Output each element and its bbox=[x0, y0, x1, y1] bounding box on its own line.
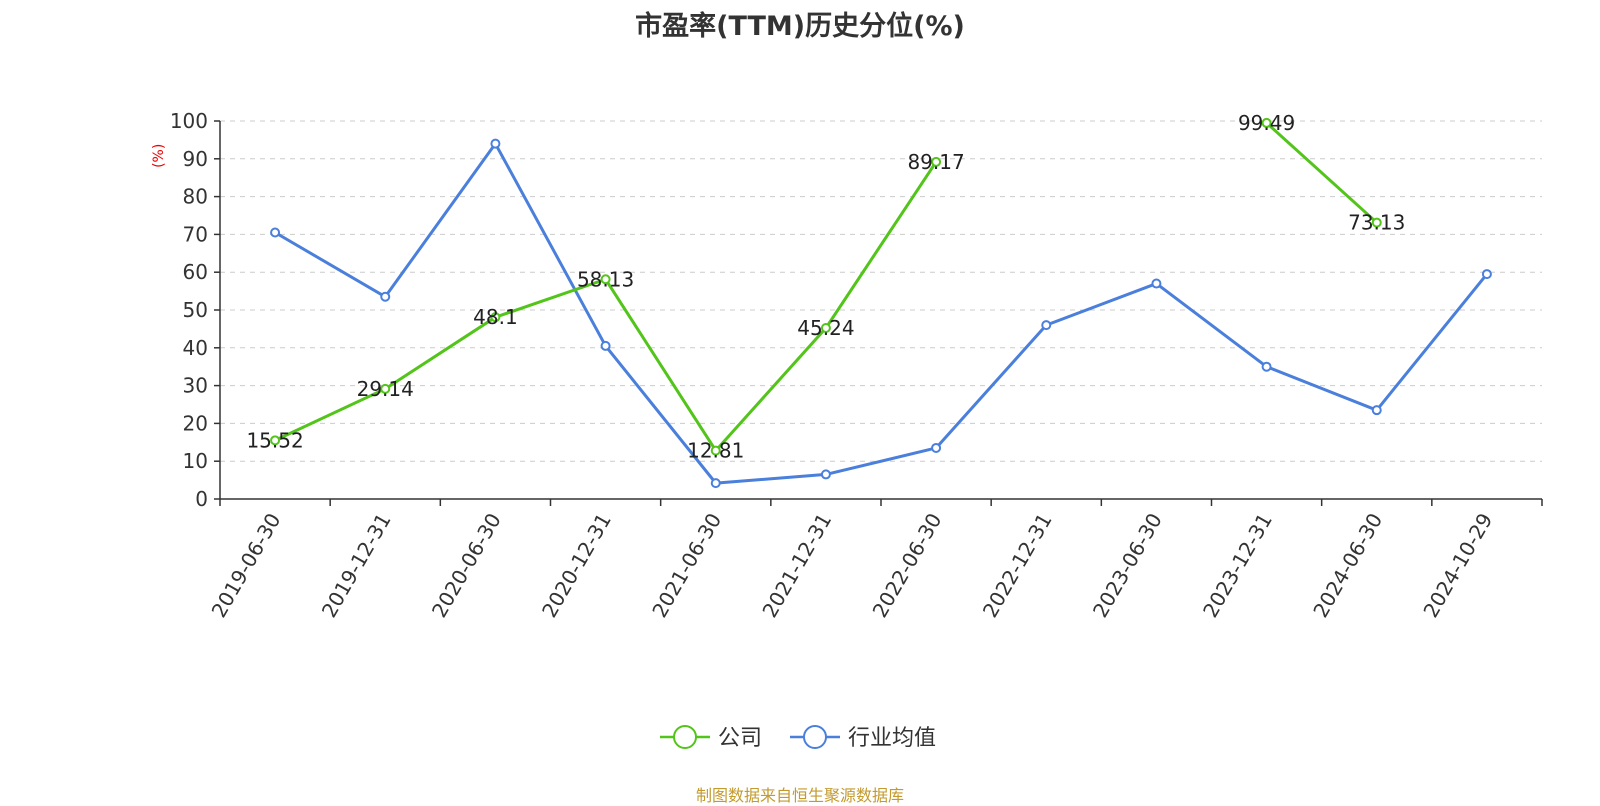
series-line-0 bbox=[274, 161, 938, 453]
data-point[interactable] bbox=[820, 469, 831, 480]
y-tick-label: 40 bbox=[183, 336, 208, 360]
series-layer bbox=[270, 117, 1492, 489]
data-point[interactable] bbox=[600, 274, 611, 285]
grid-layer bbox=[220, 120, 1542, 462]
x-tick-label: 2022-06-30 bbox=[868, 509, 947, 622]
legend-label-0[interactable]: 公司 bbox=[718, 726, 762, 751]
legend-marker-1[interactable] bbox=[803, 725, 827, 749]
data-point[interactable] bbox=[1481, 269, 1492, 280]
data-label: 15.52 bbox=[246, 428, 303, 452]
data-point[interactable] bbox=[270, 227, 281, 238]
data-label: 29.14 bbox=[357, 377, 414, 401]
data-point[interactable] bbox=[1261, 361, 1272, 372]
data-point[interactable] bbox=[1261, 117, 1272, 128]
x-tick-label: 2020-12-31 bbox=[537, 509, 616, 622]
data-point[interactable] bbox=[710, 445, 721, 456]
data-label: 89.17 bbox=[907, 150, 964, 174]
chart-title: 市盈率(TTM)历史分位(%) bbox=[635, 11, 965, 42]
data-point[interactable] bbox=[1151, 278, 1162, 289]
y-tick-label: 80 bbox=[183, 185, 208, 209]
y-axis-unit-label: (%) bbox=[151, 144, 167, 168]
data-point[interactable] bbox=[1371, 405, 1382, 416]
y-tick-label: 100 bbox=[170, 109, 208, 133]
x-tick-label: 2021-12-31 bbox=[757, 509, 836, 622]
data-label: 73.13 bbox=[1348, 211, 1405, 235]
data-point[interactable] bbox=[380, 383, 391, 394]
series-line-0 bbox=[1265, 121, 1378, 224]
data-point[interactable] bbox=[1371, 217, 1382, 228]
data-point[interactable] bbox=[270, 435, 281, 446]
data-point[interactable] bbox=[490, 138, 501, 149]
axis-layer: 0 10 20 30 40 50 60 70 80 90 100(%) 2019-06-30 2019-… bbox=[151, 109, 1543, 622]
x-tick-label: 2023-12-31 bbox=[1198, 509, 1277, 622]
y-tick-label: 0 bbox=[195, 487, 208, 511]
y-tick-label: 30 bbox=[183, 374, 208, 398]
data-point[interactable] bbox=[600, 340, 611, 351]
legend[interactable]: 公司 行业均值 bbox=[660, 725, 936, 751]
x-tick-label: 2024-10-29 bbox=[1418, 509, 1497, 622]
y-tick-label: 70 bbox=[183, 222, 208, 246]
data-label: 12.81 bbox=[687, 439, 744, 463]
y-tick-label: 10 bbox=[183, 449, 208, 473]
y-tick-label: 50 bbox=[183, 298, 208, 322]
x-tick-label: 2021-06-30 bbox=[647, 509, 726, 622]
x-tick-label: 2022-12-31 bbox=[978, 509, 1057, 622]
legend-label-1[interactable]: 行业均值 bbox=[848, 726, 936, 751]
data-point[interactable] bbox=[490, 312, 501, 323]
data-point[interactable] bbox=[710, 478, 721, 489]
data-label: 48.1 bbox=[473, 305, 518, 329]
series-line-1 bbox=[274, 142, 1489, 485]
legend-marker-0[interactable] bbox=[673, 725, 697, 749]
data-label: 58.13 bbox=[577, 267, 634, 291]
data-point[interactable] bbox=[820, 322, 831, 333]
x-tick-label: 2023-06-30 bbox=[1088, 509, 1167, 622]
y-tick-label: 20 bbox=[183, 411, 208, 435]
data-point[interactable] bbox=[931, 442, 942, 453]
x-tick-label: 2019-06-30 bbox=[207, 509, 286, 622]
label-layer: 15.52 29.14 48.1 58.13 12.81 45.24 89.17 99.49 7… bbox=[246, 111, 1405, 463]
source-note: 制图数据来自恒生聚源数据库 bbox=[695, 786, 904, 805]
data-point[interactable] bbox=[380, 291, 391, 302]
y-tick-label: 90 bbox=[183, 147, 208, 171]
x-tick-label: 2019-12-31 bbox=[317, 509, 396, 622]
data-label: 99.49 bbox=[1238, 111, 1295, 135]
data-point[interactable] bbox=[1041, 320, 1052, 331]
x-tick-label: 2020-06-30 bbox=[427, 509, 506, 622]
y-tick-label: 60 bbox=[183, 260, 208, 284]
data-label: 45.24 bbox=[797, 316, 854, 340]
x-tick-label: 2024-06-30 bbox=[1308, 509, 1387, 622]
data-point[interactable] bbox=[931, 156, 942, 167]
